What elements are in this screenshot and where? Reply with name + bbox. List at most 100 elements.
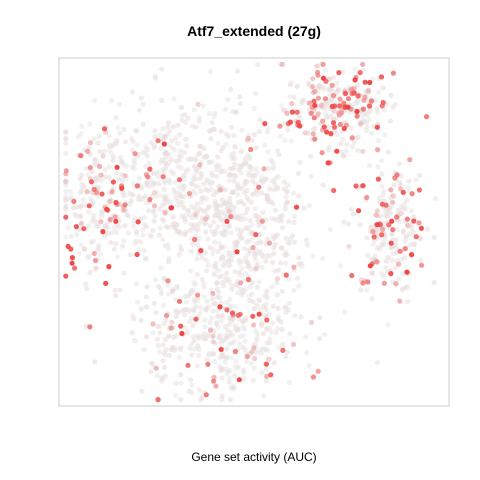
scatter-point xyxy=(193,124,199,130)
scatter-point xyxy=(234,68,241,74)
scatter-point xyxy=(129,330,135,336)
scatter-point xyxy=(402,246,408,252)
scatter-point xyxy=(275,173,281,179)
scatter-point xyxy=(165,291,171,297)
scatter-point xyxy=(219,375,225,381)
scatter-point xyxy=(258,240,264,246)
scatter-point xyxy=(330,120,337,126)
scatter-point xyxy=(264,253,270,259)
scatter-point xyxy=(324,115,330,121)
scatter-point xyxy=(379,232,385,238)
scatter-point xyxy=(400,271,406,277)
scatter-point xyxy=(296,193,302,199)
scatter-point xyxy=(220,338,226,344)
scatter-point xyxy=(390,199,396,205)
scatter-point xyxy=(295,170,302,176)
scatter-point xyxy=(279,61,285,67)
scatter-point xyxy=(192,163,198,169)
scatter-point xyxy=(284,199,290,205)
scatter-point xyxy=(322,96,329,102)
scatter-point xyxy=(155,138,161,144)
scatter-point xyxy=(275,267,282,273)
scatter-point xyxy=(391,182,397,188)
scatter-point xyxy=(195,343,201,349)
scatter-point xyxy=(388,240,394,246)
scatter-point xyxy=(360,183,366,189)
scatter-point xyxy=(99,191,105,197)
scatter-point xyxy=(232,268,238,275)
scatter-point xyxy=(291,219,297,226)
scatter-point xyxy=(110,157,116,163)
scatter-point xyxy=(138,306,144,312)
scatter-point xyxy=(140,101,146,107)
scatter-point xyxy=(317,315,323,321)
scatter-point xyxy=(328,131,334,137)
scatter-point xyxy=(157,330,163,336)
scatter-point xyxy=(180,307,186,314)
scatter-point xyxy=(291,264,297,270)
scatter-point xyxy=(226,178,232,184)
scatter-point xyxy=(160,174,166,180)
scatter-point xyxy=(310,131,316,137)
scatter-point xyxy=(251,105,257,111)
scatter-point xyxy=(205,236,211,242)
scatter-point xyxy=(381,280,387,286)
scatter-point xyxy=(188,315,194,321)
scatter-point xyxy=(70,205,77,211)
scatter-point xyxy=(337,96,343,102)
scatter-point xyxy=(143,256,149,262)
scatter-point xyxy=(169,138,175,144)
scatter-point xyxy=(334,131,340,137)
scatter-point xyxy=(156,349,163,355)
scatter-point xyxy=(386,205,392,212)
scatter-point xyxy=(107,198,113,205)
scatter-point xyxy=(114,164,120,170)
scatter-point xyxy=(349,135,355,141)
scatter-point xyxy=(285,182,291,189)
scatter-point xyxy=(222,201,228,207)
scatter-point xyxy=(247,248,253,254)
scatter-point xyxy=(335,86,341,92)
scatter-point xyxy=(208,136,214,142)
scatter-point xyxy=(198,188,204,194)
scatter-point xyxy=(365,252,371,258)
scatter-point xyxy=(283,309,289,315)
scatter-point xyxy=(136,175,143,181)
scatter-point xyxy=(102,167,108,173)
scatter-point xyxy=(189,215,195,221)
scatter-point xyxy=(132,338,138,344)
scatter-point xyxy=(286,379,292,385)
scatter-point xyxy=(353,183,359,189)
scatter-point xyxy=(290,190,296,196)
scatter-point xyxy=(321,85,327,91)
scatter-point xyxy=(276,214,282,220)
scatter-point xyxy=(113,293,119,299)
scatter-point xyxy=(360,106,366,112)
scatter-point xyxy=(223,106,229,112)
scatter-point xyxy=(211,126,217,132)
scatter-point xyxy=(150,170,156,177)
scatter-point xyxy=(405,185,411,191)
scatter-point xyxy=(252,356,258,362)
scatter-point xyxy=(296,255,302,261)
scatter-point xyxy=(254,284,260,290)
scatter-point xyxy=(247,217,253,224)
scatter-point xyxy=(390,227,396,233)
scatter-point xyxy=(306,363,312,369)
scatter-point xyxy=(284,110,290,116)
scatter-point xyxy=(417,172,423,178)
scatter-point xyxy=(203,186,209,192)
scatter-point xyxy=(161,178,167,184)
scatter-point xyxy=(241,201,247,207)
scatter-point xyxy=(253,232,259,238)
scatter-point xyxy=(233,304,239,310)
scatter-point xyxy=(219,197,226,203)
scatter-point xyxy=(199,255,206,261)
scatter-point xyxy=(189,181,195,187)
scatter-point xyxy=(365,87,371,93)
scatter-point xyxy=(113,230,119,236)
scatter-point xyxy=(137,239,143,245)
scatter-point xyxy=(150,330,156,336)
scatter-point xyxy=(228,230,234,236)
scatter-point xyxy=(203,257,210,263)
